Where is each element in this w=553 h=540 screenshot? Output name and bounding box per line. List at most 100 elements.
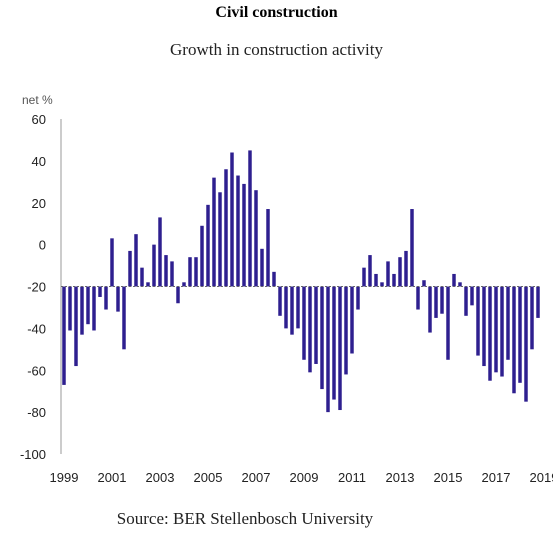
bar-chart: 60 40 20 0 -20 -40 -60 -80 -100 1999 2001 2003 2005… [20, 93, 553, 485]
bar [440, 286, 444, 314]
bar [92, 286, 96, 331]
bar [158, 217, 162, 287]
bar [176, 286, 180, 304]
bar [104, 286, 108, 310]
bar [398, 257, 402, 287]
bar [308, 286, 312, 373]
bar [278, 286, 282, 316]
bar [272, 271, 276, 287]
bar [416, 286, 420, 310]
bar [470, 286, 474, 306]
bar [296, 286, 300, 329]
bar-series [61, 150, 541, 413]
bar [368, 255, 372, 287]
bar [116, 286, 120, 312]
bar [374, 273, 378, 287]
x-tick-label: 2007 [242, 470, 271, 485]
bar [350, 286, 354, 354]
bar [536, 286, 540, 318]
x-tick-label: 2013 [386, 470, 415, 485]
bar [344, 286, 348, 375]
bar [338, 286, 342, 411]
bar [164, 255, 168, 287]
bar [98, 286, 102, 297]
bar [362, 267, 366, 287]
bar [260, 248, 264, 287]
bar [200, 225, 204, 287]
bar [518, 286, 522, 383]
x-tick-label: 2019 [530, 470, 553, 485]
x-tick-label: 2015 [434, 470, 463, 485]
bar [206, 204, 210, 287]
x-tick-label: 2011 [338, 470, 366, 485]
bar [212, 177, 216, 287]
x-tick-label: 1999 [50, 470, 79, 485]
bar [482, 286, 486, 367]
y-tick-label: -80 [27, 405, 46, 420]
source-note: Source: BER Stellenbosch University [116, 509, 374, 528]
bar [530, 286, 534, 350]
bar [386, 261, 390, 287]
y-tick-label: -40 [27, 321, 46, 336]
bar [182, 282, 186, 287]
bar [188, 257, 192, 287]
bar [458, 282, 462, 287]
bar [218, 192, 222, 287]
chart-subtitle: Growth in construction activity [170, 40, 383, 59]
bar [446, 286, 450, 360]
bar [452, 273, 456, 287]
x-tick-label: 2001 [98, 470, 127, 485]
y-tick-label: -60 [27, 363, 46, 378]
bar [326, 286, 330, 413]
bar [422, 280, 426, 287]
x-axis: 1999 2001 2003 2005 2007 2009 2011 2013 2015 2017… [50, 470, 553, 485]
bar [74, 286, 78, 367]
y-axis: 60 40 20 0 -20 -40 -60 -80 -100 [20, 112, 62, 462]
x-tick-label: 2017 [482, 470, 511, 485]
bar [494, 286, 498, 373]
bar [170, 261, 174, 287]
bar [524, 286, 528, 402]
bar [266, 209, 270, 287]
bar [122, 286, 126, 350]
bar [152, 244, 156, 287]
bar [302, 286, 306, 360]
bar [314, 286, 318, 364]
y-tick-label: 40 [32, 154, 46, 169]
bar [62, 286, 66, 385]
y-tick-label: 60 [32, 112, 46, 127]
chart-title: Civil construction [215, 4, 338, 21]
bar [290, 286, 294, 335]
bar [284, 286, 288, 329]
bar [380, 282, 384, 287]
x-tick-label: 2003 [146, 470, 175, 485]
bar [194, 257, 198, 287]
bar [86, 286, 90, 325]
bar [476, 286, 480, 356]
bar [146, 282, 150, 287]
bar [254, 190, 258, 287]
bar [236, 175, 240, 287]
x-tick-label: 2005 [194, 470, 223, 485]
bar [80, 286, 84, 335]
bar [404, 250, 408, 287]
bar [230, 152, 234, 287]
y-tick-label: -20 [27, 280, 46, 295]
bar [332, 286, 336, 400]
bar [488, 286, 492, 381]
x-tick-label: 2009 [290, 470, 319, 485]
bar [500, 286, 504, 377]
bar [128, 250, 132, 287]
bar [464, 286, 468, 316]
bar [512, 286, 516, 394]
bar [134, 234, 138, 287]
bar [242, 183, 246, 287]
bar [356, 286, 360, 310]
y-axis-unit-label: net % [22, 93, 53, 107]
bar [68, 286, 72, 331]
bar [434, 286, 438, 318]
bar [224, 169, 228, 287]
bar [110, 238, 114, 287]
y-tick-label: 20 [32, 196, 46, 211]
bar [320, 286, 324, 390]
